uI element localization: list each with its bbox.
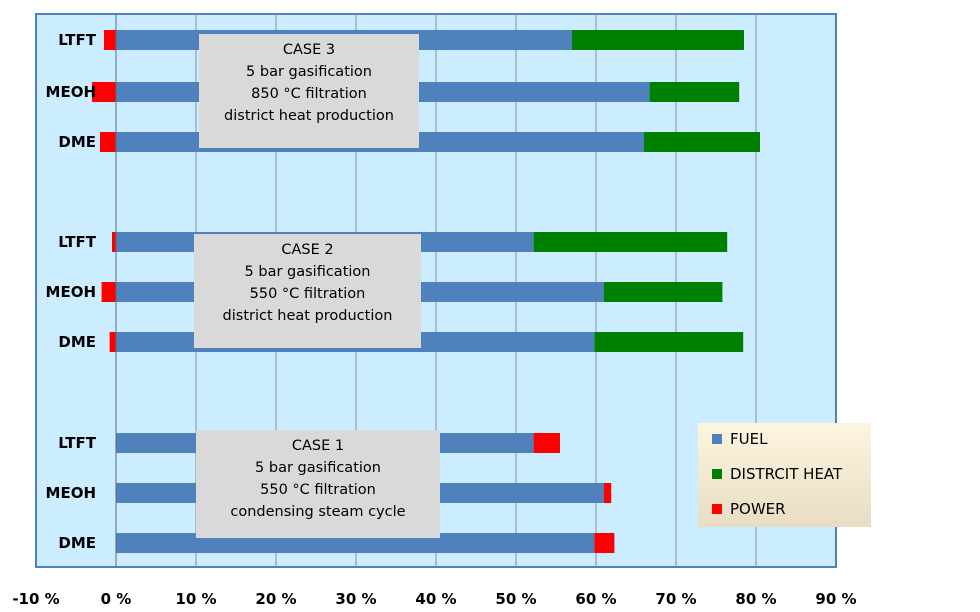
case-box-title: CASE 2 <box>281 242 334 258</box>
category-label: DME <box>58 333 96 351</box>
bar-district-heat-case2-meoh <box>604 282 723 302</box>
case-box-1: CASE 1 5 bar gasification 550 °C filtratio… <box>196 430 440 538</box>
category-label: MEOH <box>46 83 96 101</box>
bar-district-heat-case3-meoh <box>649 82 740 102</box>
case-box-2: CASE 2 5 bar gasification 550 °C filtratio… <box>194 234 421 348</box>
case-box-3: CASE 3 5 bar gasification 850 °C filtratio… <box>199 34 419 148</box>
case-box-line: condensing steam cycle <box>230 504 406 520</box>
legend-swatch-power <box>712 504 722 514</box>
case-box-line: district heat production <box>224 108 394 124</box>
case-box-line: 550 °C filtration <box>260 482 376 498</box>
bar-power-case3-dme <box>100 132 116 152</box>
legend-label-power: POWER <box>730 500 786 518</box>
bar-power-case2-dme <box>109 332 116 352</box>
category-label: DME <box>58 133 96 151</box>
category-label: MEOH <box>46 283 96 301</box>
legend-item-district-heat: DISTRCIT HEAT <box>712 464 842 484</box>
bar-district-heat-case3-dme <box>644 132 760 152</box>
category-label: LTFT <box>58 31 97 49</box>
x-tick-label: 90 % <box>815 590 856 608</box>
case-box-line: 550 °C filtration <box>249 286 366 302</box>
legend-item-fuel: FUEL <box>712 429 767 449</box>
x-tick-label: 10 % <box>175 590 216 608</box>
legend-item-power: POWER <box>712 499 786 519</box>
legend-label-district-heat: DISTRCIT HEAT <box>730 465 843 483</box>
bar-power-case3-ltft <box>104 30 116 50</box>
bar-power-case2-meoh <box>101 282 116 302</box>
x-tick-label: 30 % <box>335 590 376 608</box>
bar-power-case1-dme <box>594 533 615 553</box>
bar-district-heat-case3-ltft <box>572 30 744 50</box>
bar-power-case1-meoh <box>604 483 612 503</box>
case-box-line: district heat production <box>222 308 393 324</box>
legend-swatch-district-heat <box>712 469 722 479</box>
legend-swatch-fuel <box>712 434 722 444</box>
x-tick-label: -10 % <box>12 590 59 608</box>
case-box-line: 5 bar gasification <box>244 264 371 280</box>
x-tick-label: 80 % <box>735 590 776 608</box>
x-tick-label: 60 % <box>575 590 616 608</box>
bar-district-heat-case2-dme <box>594 332 744 352</box>
case-box-line: 5 bar gasification <box>255 460 381 476</box>
legend-label-fuel: FUEL <box>730 430 768 448</box>
case-box-line: 5 bar gasification <box>246 64 372 80</box>
case-box-line: 850 °C filtration <box>251 86 367 102</box>
x-tick-labels: -10 % 0 % 10 % 20 % 30 % 40 % 50 % 60 % 70 % 80 %… <box>12 590 856 608</box>
case-box-title: CASE 3 <box>282 42 336 58</box>
bar-fuel-case1-dme <box>116 533 595 553</box>
bar-power-case3-meoh <box>92 82 116 102</box>
x-tick-label: 70 % <box>655 590 696 608</box>
category-labels: LTFT MEOH DME LTFT MEOH DME LTFT MEOH DME <box>46 31 97 552</box>
category-label: MEOH <box>46 484 96 502</box>
category-label: LTFT <box>58 434 97 452</box>
legend: FUEL DISTRCIT HEAT POWER <box>698 423 871 527</box>
bar-power-case2-ltft <box>112 232 116 252</box>
category-label: LTFT <box>58 233 97 251</box>
x-tick-label: 0 % <box>101 590 132 608</box>
bar-power-case1-ltft <box>533 433 560 453</box>
x-tick-label: 50 % <box>495 590 536 608</box>
category-label: DME <box>58 534 96 552</box>
case-box-title: CASE 1 <box>291 438 345 454</box>
x-tick-label: 20 % <box>255 590 296 608</box>
x-tick-label: 40 % <box>415 590 456 608</box>
bar-district-heat-case2-ltft <box>533 232 728 252</box>
